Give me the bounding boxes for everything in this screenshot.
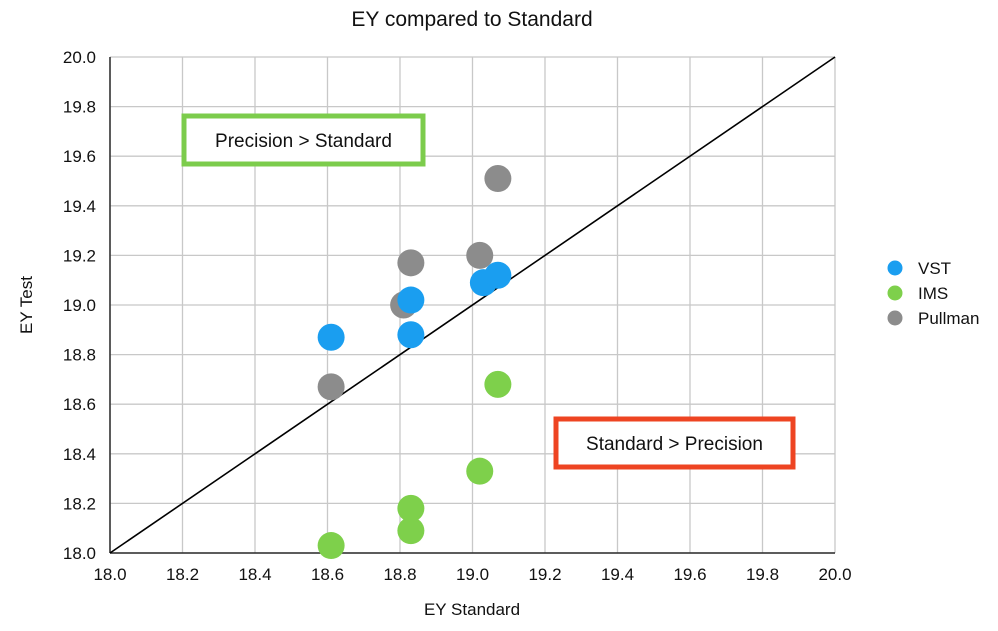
y-tick-label: 19.0	[63, 296, 96, 315]
x-tick-label: 20.0	[818, 565, 851, 584]
reference-line	[109, 56, 836, 554]
annotation-text-precision: Precision > Standard	[215, 131, 392, 152]
legend-marker	[887, 260, 903, 276]
series-vst	[317, 261, 512, 351]
y-tick-label: 18.8	[63, 346, 96, 365]
point-ims	[466, 457, 494, 485]
x-tick-label: 19.6	[673, 565, 706, 584]
x-tick-label: 19.8	[746, 565, 779, 584]
point-ims	[484, 370, 512, 398]
x-tick-label: 18.8	[383, 565, 416, 584]
y-tick-label: 20.0	[63, 48, 96, 67]
data-points	[317, 165, 512, 560]
x-tick-label: 18.6	[311, 565, 344, 584]
reference-line-layer	[109, 56, 836, 554]
point-pullman	[397, 249, 425, 277]
y-axis-label: EY Test	[17, 276, 36, 334]
legend-label: Pullman	[918, 309, 979, 328]
x-axis-label: EY Standard	[424, 600, 520, 619]
axes: 18.0 18.2 18.4 18.6 18.8 19.0 19.2 19.4 19.6 19.8…	[63, 48, 852, 584]
x-tick-label: 18.4	[238, 565, 271, 584]
legend-marker	[887, 310, 903, 326]
legend-item-vst: VST	[887, 259, 951, 278]
legend-label: VST	[918, 259, 951, 278]
y-tick-label: 18.4	[63, 445, 96, 464]
x-tick-label: 18.2	[166, 565, 199, 584]
annotation-box-precision	[181, 113, 426, 167]
point-vst	[484, 261, 512, 289]
point-ims	[397, 517, 425, 545]
annotation-text-standard: Standard > Precision	[586, 434, 763, 455]
x-tick-label: 19.2	[528, 565, 561, 584]
y-tick-label: 18.6	[63, 395, 96, 414]
series-ims	[317, 370, 512, 560]
x-tick-label: 19.4	[601, 565, 634, 584]
y-tick-label: 19.4	[63, 197, 96, 216]
point-vst	[317, 323, 345, 351]
annotations: Precision > Standard Standard > Precisio…	[181, 113, 796, 470]
point-pullman	[484, 165, 512, 193]
point-pullman	[466, 241, 494, 269]
y-tick-label: 18.0	[63, 544, 96, 563]
point-ims	[397, 494, 425, 522]
x-tick-label: 18.0	[93, 565, 126, 584]
annotation-precision-gt-standard: Precision > Standard	[181, 113, 426, 167]
point-pullman	[317, 373, 345, 401]
point-ims	[317, 532, 345, 560]
legend-label: IMS	[918, 284, 948, 303]
legend: VST IMS Pullman	[887, 259, 979, 328]
point-vst	[397, 286, 425, 314]
y-tick-label: 18.2	[63, 494, 96, 513]
annotation-box-standard	[553, 416, 796, 470]
x-tick-label: 19.0	[456, 565, 489, 584]
legend-marker	[887, 285, 903, 301]
annotation-standard-gt-precision: Standard > Precision	[553, 416, 796, 470]
legend-item-pullman: Pullman	[887, 309, 979, 328]
legend-item-ims: IMS	[887, 284, 948, 303]
y-tick-label: 19.6	[63, 147, 96, 166]
point-vst	[397, 321, 425, 349]
y-tick-label: 19.2	[63, 246, 96, 265]
y-tick-label: 19.8	[63, 98, 96, 117]
chart-title: EY compared to Standard	[351, 8, 592, 31]
